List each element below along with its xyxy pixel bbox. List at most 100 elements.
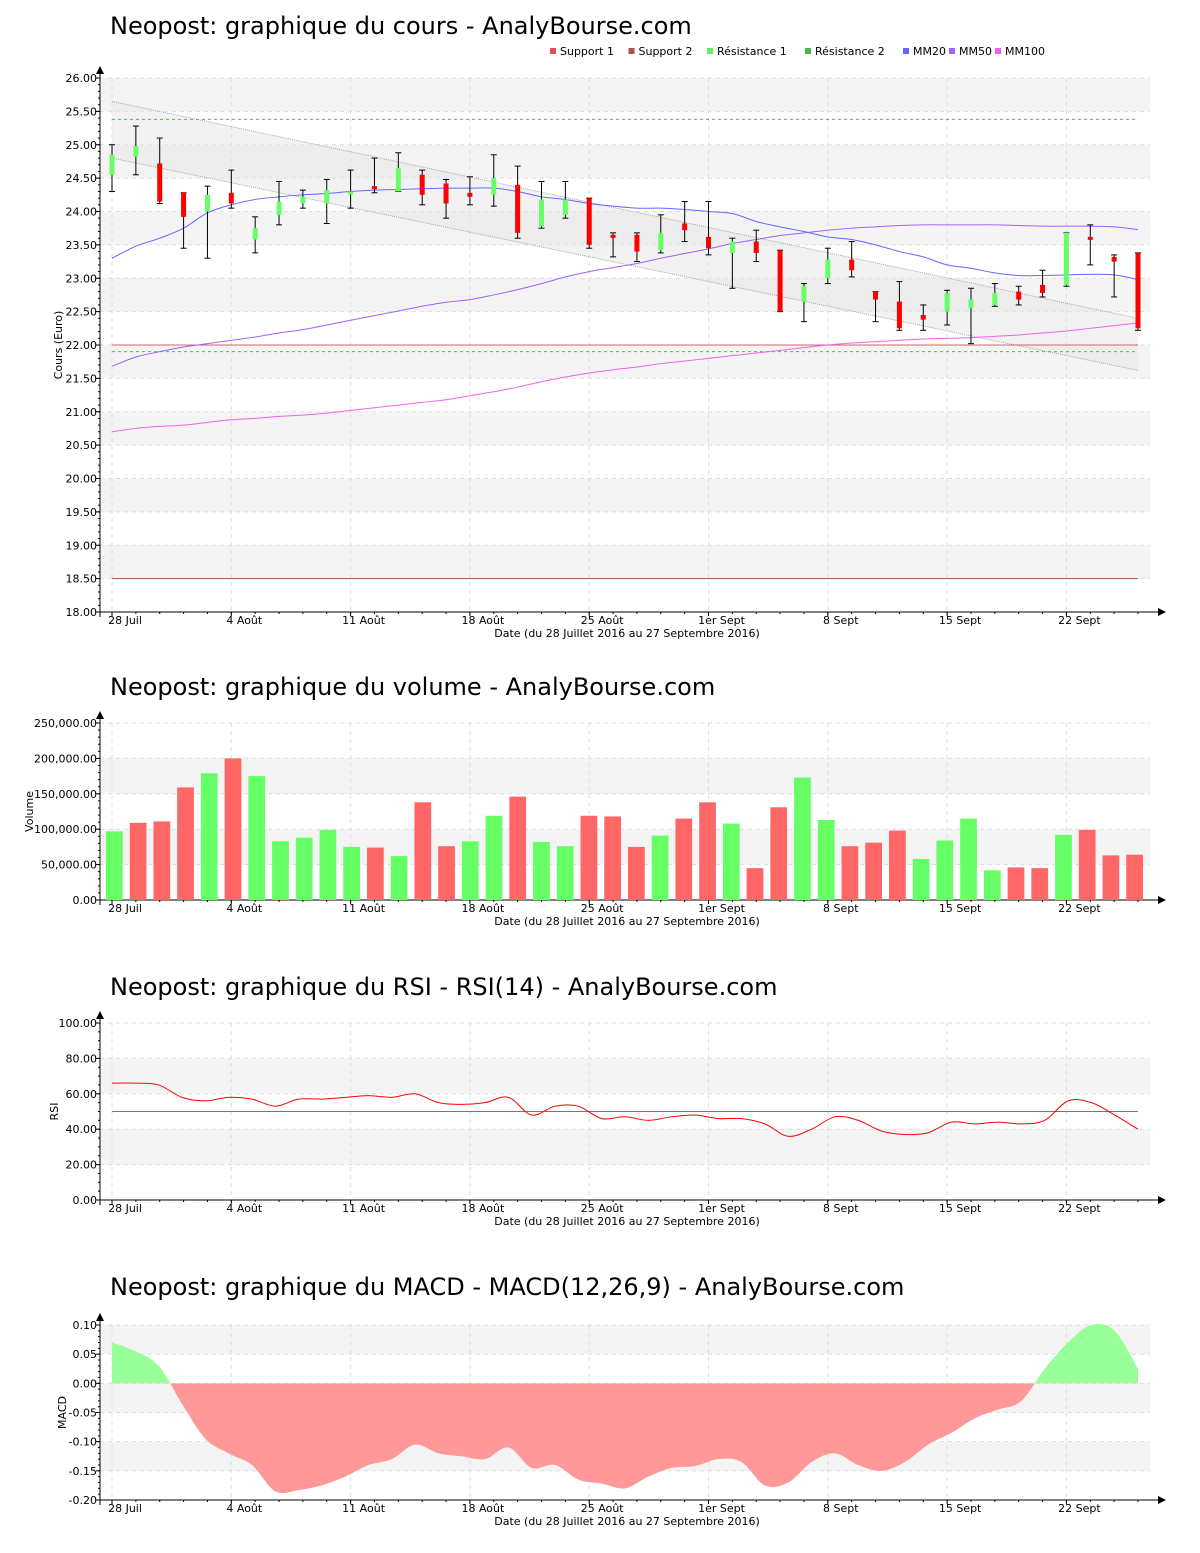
y-tick-label: 0.00 <box>73 1377 98 1390</box>
volume-bar <box>1126 854 1143 900</box>
volume-chart-panel: Neopost: graphique du volume - AnalyBour… <box>0 673 1200 943</box>
trend-channel-fill <box>112 101 1138 371</box>
legend-label: Résistance 1 <box>717 45 787 58</box>
grid-band <box>100 758 1150 794</box>
volume-bar <box>248 776 266 900</box>
y-axis-label: MACD <box>56 1396 69 1429</box>
volume-bar <box>390 856 408 900</box>
x-tick-label: 11 Août <box>342 614 386 627</box>
rsi-chart-panel: Neopost: graphique du RSI - RSI(14) - An… <box>0 973 1200 1243</box>
x-tick-label: 28 Juil <box>108 902 142 915</box>
candle-body <box>348 191 354 195</box>
x-tick-label: 25 Août <box>581 614 625 627</box>
volume-bar <box>628 846 645 900</box>
x-tick-label: 18 Août <box>461 1202 505 1215</box>
candle-body <box>300 196 306 204</box>
macd-chart: -0.20 -0.15 -0.10 -0.05 0.00 0.05 0.10 28 Juil 4… <box>56 1313 1166 1528</box>
volume-bar <box>841 846 859 900</box>
volume-bar <box>343 846 360 900</box>
volume-bar <box>865 842 882 900</box>
x-tick-label: 4 Août <box>226 902 263 915</box>
candle-body <box>252 228 258 240</box>
trend-upper-line <box>111 100 1139 319</box>
x-tick-label: 1er Sept <box>698 614 746 627</box>
y-tick-label: 22.50 <box>66 306 98 319</box>
candle-body <box>443 183 449 204</box>
y-tick-label: 19.00 <box>66 539 98 552</box>
candle-body <box>634 234 640 252</box>
x-axis-arrow <box>1158 896 1166 904</box>
macd-chart-title: Neopost: graphique du MACD - MACD(12,26,… <box>110 1273 905 1301</box>
x-tick-label: 28 Juil <box>108 1502 142 1515</box>
legend-swatch <box>949 48 955 54</box>
volume-bar <box>295 837 313 900</box>
y-tick-label: 23.50 <box>66 239 98 252</box>
x-axis-arrow <box>1158 1196 1166 1204</box>
volume-chart: 0.00 50,000.00 100,000.00 150,000.00 200,000… <box>23 711 1166 928</box>
x-tick-label: 22 Sept <box>1058 1502 1101 1515</box>
macd-chart-panel: Neopost: graphique du MACD - MACD(12,26,… <box>0 1273 1200 1550</box>
y-axis-arrow <box>96 711 104 719</box>
grid-band <box>100 78 1150 112</box>
candle-body <box>538 199 544 227</box>
candle-body <box>920 314 926 320</box>
volume-bar <box>699 802 716 900</box>
candle-body <box>873 291 879 300</box>
trend-lower-line <box>111 157 1139 371</box>
rsi-chart: 0.00 20.00 40.00 60.00 80.00 100.00 28 Juil 4 A… <box>48 1011 1166 1228</box>
volume-bar <box>1055 834 1072 900</box>
volume-bar <box>556 846 574 900</box>
volume-bar <box>936 840 954 900</box>
legend-swatch <box>550 48 556 54</box>
volume-bar <box>675 818 693 900</box>
volume-bar <box>1031 868 1049 900</box>
x-axis-label: Date (du 28 Juillet 2016 au 27 Septembre… <box>494 915 760 928</box>
grid-band <box>100 345 1150 379</box>
y-tick-label: 80.00 <box>66 1052 98 1065</box>
volume-bar <box>746 868 764 900</box>
volume-bar <box>983 870 1001 900</box>
x-tick-label: 22 Sept <box>1058 902 1101 915</box>
legend-label: Résistance 2 <box>815 45 885 58</box>
candle-body <box>133 146 139 157</box>
y-tick-label: 50,000.00 <box>41 859 97 872</box>
x-tick-label: 4 Août <box>226 614 263 627</box>
volume-bar <box>1102 855 1120 900</box>
y-tick-label: 0.00 <box>73 1194 98 1207</box>
y-tick-label: -0.10 <box>69 1436 97 1449</box>
y-tick-label: 100.00 <box>59 1017 98 1030</box>
y-tick-label: 21.50 <box>66 372 98 385</box>
y-tick-label: 20.50 <box>66 439 98 452</box>
candle-body <box>515 184 521 233</box>
volume-bar <box>912 858 930 900</box>
candle-body <box>109 154 115 175</box>
candle-body <box>968 299 974 309</box>
y-axis-arrow <box>96 1011 104 1019</box>
legend-label: MM100 <box>1005 45 1045 58</box>
x-tick-label: 11 Août <box>342 902 386 915</box>
y-tick-label: 0.05 <box>73 1348 98 1361</box>
volume-bar <box>770 807 788 900</box>
x-axis-arrow <box>1158 1496 1166 1504</box>
y-tick-label: 26.00 <box>66 72 98 85</box>
x-tick-label: 18 Août <box>461 614 505 627</box>
candle-body <box>1087 236 1093 240</box>
y-tick-label: 200,000.00 <box>34 752 97 765</box>
y-tick-label: 23.00 <box>66 272 98 285</box>
x-tick-label: 11 Août <box>342 1202 386 1215</box>
candle-body <box>276 201 282 215</box>
x-tick-label: 4 Août <box>226 1202 263 1215</box>
candle-body <box>729 241 735 253</box>
y-tick-label: 21.00 <box>66 406 98 419</box>
legend-label: MM50 <box>959 45 992 58</box>
x-tick-label: 8 Sept <box>823 902 859 915</box>
volume-bar <box>509 796 527 900</box>
legend-swatch <box>805 48 811 54</box>
candle-body <box>1135 252 1141 329</box>
grid-band <box>100 1129 1150 1165</box>
volume-bar <box>889 830 906 900</box>
x-tick-label: 15 Sept <box>939 902 982 915</box>
x-axis-label: Date (du 28 Juillet 2016 au 27 Septembre… <box>494 1215 760 1228</box>
y-tick-label: 100,000.00 <box>34 823 97 836</box>
candle-body <box>1111 256 1117 262</box>
